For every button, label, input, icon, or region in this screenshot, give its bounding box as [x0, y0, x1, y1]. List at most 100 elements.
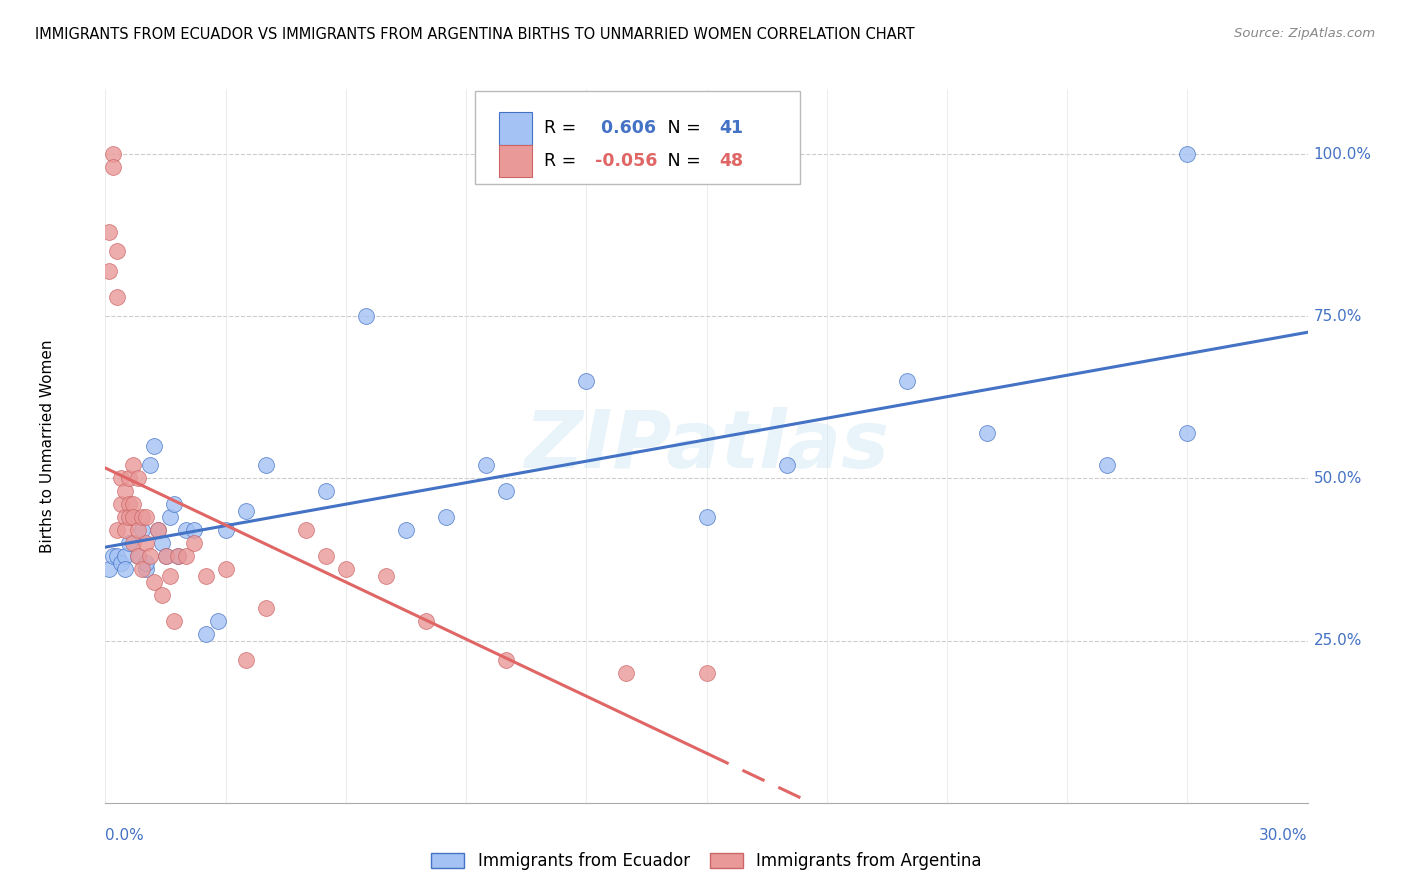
Point — [118, 471, 141, 485]
Point — [155, 549, 177, 564]
FancyBboxPatch shape — [499, 112, 533, 145]
Point — [354, 310, 377, 324]
Text: R =: R = — [544, 152, 582, 169]
Text: 50.0%: 50.0% — [1313, 471, 1362, 486]
Point — [155, 549, 177, 564]
Point — [616, 666, 638, 681]
Point — [159, 510, 181, 524]
Point — [98, 225, 121, 239]
Text: R =: R = — [544, 120, 582, 137]
Text: Births to Unmarried Women: Births to Unmarried Women — [41, 339, 55, 553]
Point — [174, 549, 197, 564]
Point — [98, 264, 121, 278]
Point — [138, 549, 160, 564]
Point — [127, 549, 149, 564]
Point — [696, 510, 718, 524]
Point — [374, 568, 398, 582]
Point — [174, 524, 197, 538]
Text: N =: N = — [662, 152, 706, 169]
Point — [127, 549, 149, 564]
Point — [150, 536, 173, 550]
Point — [896, 374, 918, 388]
Text: 100.0%: 100.0% — [1313, 146, 1372, 161]
Point — [159, 568, 181, 582]
Point — [103, 549, 125, 564]
Point — [114, 562, 136, 576]
Point — [107, 524, 129, 538]
Point — [1097, 458, 1119, 473]
Point — [127, 471, 149, 485]
Point — [110, 471, 132, 485]
Point — [166, 549, 188, 564]
Text: 0.0%: 0.0% — [105, 828, 145, 843]
Point — [776, 458, 799, 473]
Text: 25.0%: 25.0% — [1313, 633, 1362, 648]
Point — [1177, 425, 1199, 440]
Point — [127, 524, 149, 538]
Text: N =: N = — [662, 120, 706, 137]
Point — [114, 484, 136, 499]
Text: -0.056: -0.056 — [595, 152, 657, 169]
Point — [122, 510, 145, 524]
Point — [118, 510, 141, 524]
Point — [110, 556, 132, 570]
Point — [135, 562, 157, 576]
Point — [103, 160, 125, 174]
Point — [110, 497, 132, 511]
Point — [395, 524, 418, 538]
Point — [142, 575, 165, 590]
Point — [575, 374, 598, 388]
Point — [183, 536, 205, 550]
Point — [118, 536, 141, 550]
Point — [214, 562, 236, 576]
Point — [131, 562, 153, 576]
Point — [207, 614, 229, 628]
Point — [138, 458, 160, 473]
Point — [696, 666, 718, 681]
Text: Source: ZipAtlas.com: Source: ZipAtlas.com — [1234, 27, 1375, 40]
Text: IMMIGRANTS FROM ECUADOR VS IMMIGRANTS FROM ARGENTINA BIRTHS TO UNMARRIED WOMEN C: IMMIGRANTS FROM ECUADOR VS IMMIGRANTS FR… — [35, 27, 915, 42]
Point — [122, 458, 145, 473]
Point — [122, 536, 145, 550]
Legend: Immigrants from Ecuador, Immigrants from Argentina: Immigrants from Ecuador, Immigrants from… — [425, 846, 988, 877]
FancyBboxPatch shape — [474, 91, 800, 184]
Point — [146, 524, 169, 538]
Point — [98, 562, 121, 576]
Text: 0.606: 0.606 — [595, 120, 655, 137]
Point — [475, 458, 498, 473]
Text: 48: 48 — [720, 152, 744, 169]
Point — [194, 627, 217, 641]
Point — [976, 425, 998, 440]
Point — [315, 484, 337, 499]
Point — [103, 147, 125, 161]
Point — [315, 549, 337, 564]
Point — [150, 588, 173, 602]
Point — [114, 524, 136, 538]
Point — [254, 458, 277, 473]
Text: 30.0%: 30.0% — [1260, 828, 1308, 843]
Point — [114, 510, 136, 524]
Point — [254, 601, 277, 615]
Point — [122, 510, 145, 524]
Point — [162, 614, 184, 628]
Text: 41: 41 — [720, 120, 744, 137]
Point — [214, 524, 236, 538]
Point — [146, 524, 169, 538]
Point — [415, 614, 437, 628]
Point — [495, 653, 517, 667]
Point — [235, 504, 257, 518]
Point — [131, 524, 153, 538]
Point — [131, 510, 153, 524]
Point — [335, 562, 357, 576]
Point — [122, 497, 145, 511]
Point — [194, 568, 217, 582]
Point — [135, 510, 157, 524]
Text: ZIPatlas: ZIPatlas — [524, 407, 889, 485]
Point — [135, 536, 157, 550]
Point — [162, 497, 184, 511]
Point — [166, 549, 188, 564]
Point — [107, 290, 129, 304]
Point — [235, 653, 257, 667]
Point — [118, 497, 141, 511]
Point — [107, 549, 129, 564]
